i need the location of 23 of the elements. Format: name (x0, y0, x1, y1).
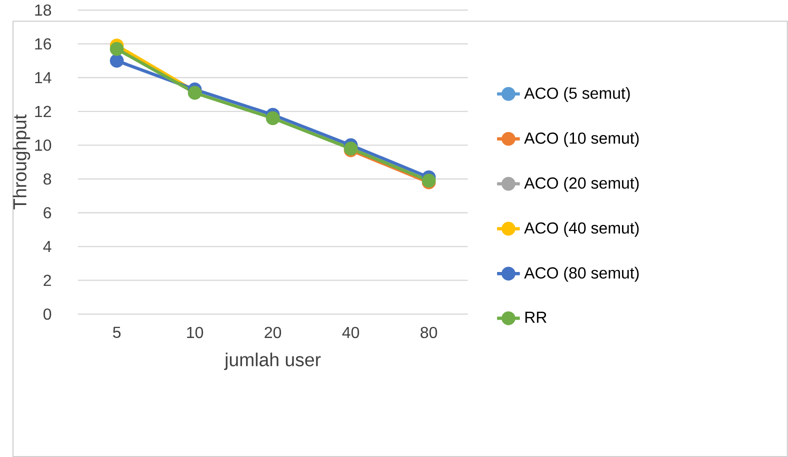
y-tick-label: 12 (35, 106, 51, 117)
y-tick-label: 10 (35, 139, 52, 151)
y-tick-label: 14 (35, 72, 52, 84)
y-tick-label: 16 (35, 38, 52, 50)
x-tick-label: 40 (342, 326, 360, 338)
legend-label: ACO (40 semut) (524, 222, 639, 237)
y-tick-label: 2 (44, 274, 51, 286)
y-tick-label: 6 (44, 207, 52, 218)
legend-label: ACO (10 semut) (524, 132, 639, 147)
y-tick-label: 0 (43, 308, 52, 320)
legend-label: RR (525, 312, 546, 323)
y-axis-title: Throughput (12, 114, 30, 210)
x-tick-label: 80 (420, 326, 438, 338)
x-tick-label: 5 (113, 326, 121, 338)
x-tick-label: 10 (187, 326, 204, 338)
y-tick-label: 8 (44, 173, 52, 185)
legend-label: ACO (5 semut) (524, 87, 630, 102)
x-axis-title: jumlah user (224, 352, 321, 370)
y-tick-label: 4 (43, 240, 52, 252)
x-tick-label: 20 (264, 326, 282, 338)
legend-label: ACO (80 semut) (524, 266, 639, 282)
legend-label: ACO (20 semut) (524, 176, 639, 192)
y-tick-label: 18 (35, 4, 52, 16)
